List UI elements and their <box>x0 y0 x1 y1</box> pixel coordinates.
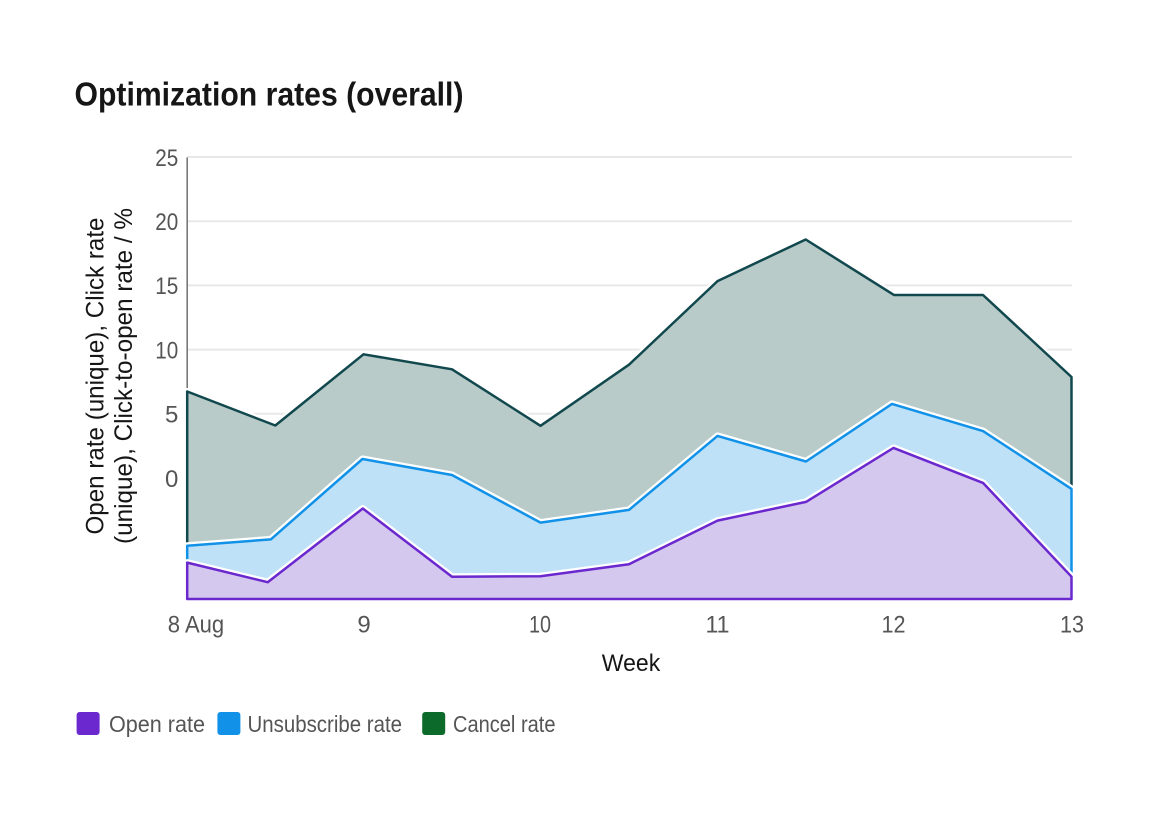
svg-text:5: 5 <box>165 402 178 429</box>
svg-text:12: 12 <box>882 612 906 639</box>
svg-text:8 Aug: 8 Aug <box>168 612 224 639</box>
svg-text:11: 11 <box>706 612 730 639</box>
svg-text:(unique), Click-to-open rate /: (unique), Click-to-open rate / % <box>110 208 138 544</box>
svg-text:0: 0 <box>165 466 178 493</box>
svg-text:15: 15 <box>155 273 178 300</box>
svg-text:9: 9 <box>357 612 370 639</box>
svg-text:Optimization rates (overall): Optimization rates (overall) <box>75 76 464 113</box>
svg-text:Open rate (unique), Click rate: Open rate (unique), Click rate <box>82 218 110 535</box>
svg-text:10: 10 <box>155 337 178 364</box>
svg-text:Cancel rate: Cancel rate <box>453 711 556 737</box>
svg-text:Open rate: Open rate <box>109 711 205 737</box>
svg-text:20: 20 <box>155 209 178 236</box>
svg-text:Unsubscribe rate: Unsubscribe rate <box>248 711 403 737</box>
svg-text:Week: Week <box>602 650 661 677</box>
svg-text:10: 10 <box>529 612 551 639</box>
svg-text:13: 13 <box>1060 612 1084 639</box>
svg-text:25: 25 <box>155 145 178 172</box>
